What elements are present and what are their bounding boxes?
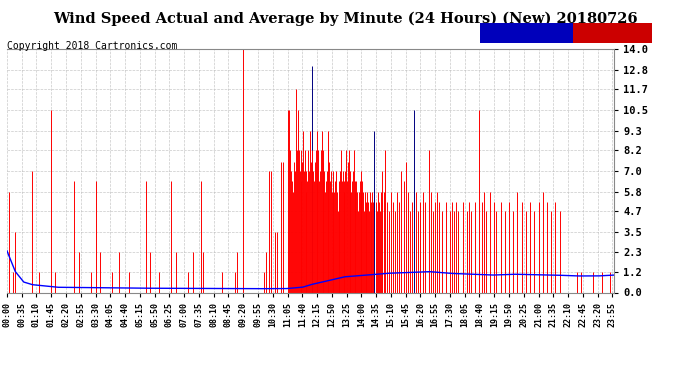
Text: Copyright 2018 Cartronics.com: Copyright 2018 Cartronics.com (7, 41, 177, 51)
Text: Wind Speed Actual and Average by Minute (24 Hours) (New) 20180726: Wind Speed Actual and Average by Minute … (52, 11, 638, 26)
Text: Average (mph): Average (mph) (489, 28, 564, 38)
Text: Wind (mph): Wind (mph) (582, 28, 642, 38)
